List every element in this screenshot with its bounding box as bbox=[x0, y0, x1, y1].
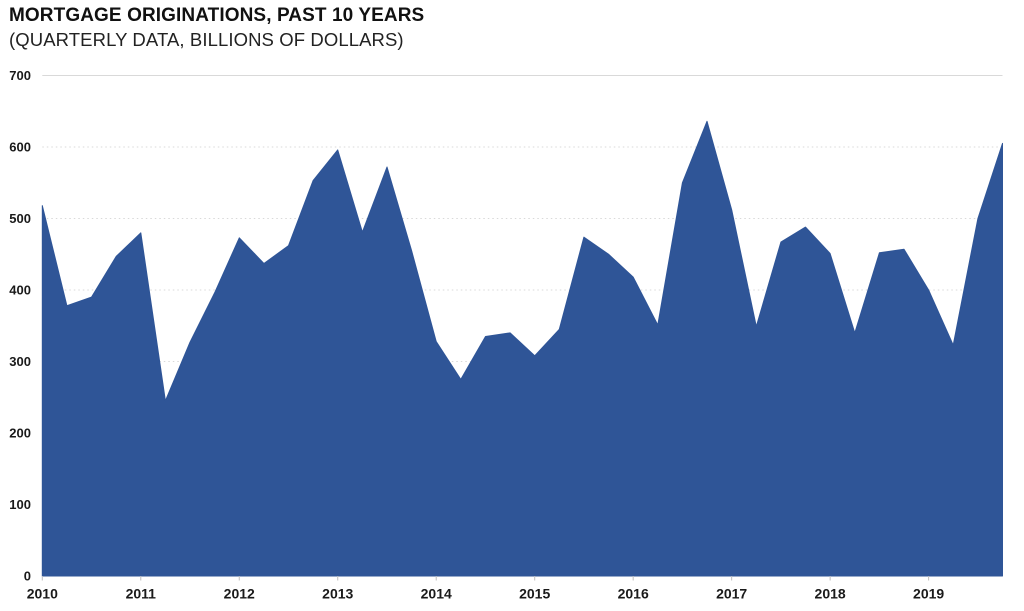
y-axis-tick-label: 700 bbox=[9, 68, 31, 83]
x-axis-tick-label: 2013 bbox=[322, 586, 353, 602]
x-axis-tick-label: 2010 bbox=[27, 586, 58, 602]
y-axis-tick-label: 200 bbox=[9, 426, 31, 441]
x-axis-tick-label: 2019 bbox=[913, 586, 944, 602]
x-axis-tick-label: 2012 bbox=[224, 586, 255, 602]
y-axis-tick-label: 0 bbox=[24, 569, 31, 584]
x-axis-tick-label: 2011 bbox=[126, 586, 157, 602]
y-axis-tick-label: 100 bbox=[9, 497, 31, 512]
x-axis-tick-label: 2016 bbox=[618, 586, 649, 602]
y-axis-tick-label: 400 bbox=[9, 283, 31, 298]
x-axis-tick-label: 2017 bbox=[716, 586, 747, 602]
area-series bbox=[41, 120, 1003, 577]
y-axis-tick-label: 300 bbox=[9, 354, 31, 369]
y-axis-tick-label: 600 bbox=[9, 140, 31, 155]
x-axis-tick-label: 2014 bbox=[421, 586, 452, 602]
chart-subtitle: (QUARTERLY DATA, BILLIONS OF DOLLARS) bbox=[9, 29, 404, 50]
x-axis-tick-label: 2015 bbox=[519, 586, 550, 602]
y-axis-tick-label: 500 bbox=[9, 211, 31, 226]
x-axis-tick-label: 2018 bbox=[815, 586, 846, 602]
chart-title: MORTGAGE ORIGINATIONS, PAST 10 YEARS bbox=[9, 5, 425, 26]
